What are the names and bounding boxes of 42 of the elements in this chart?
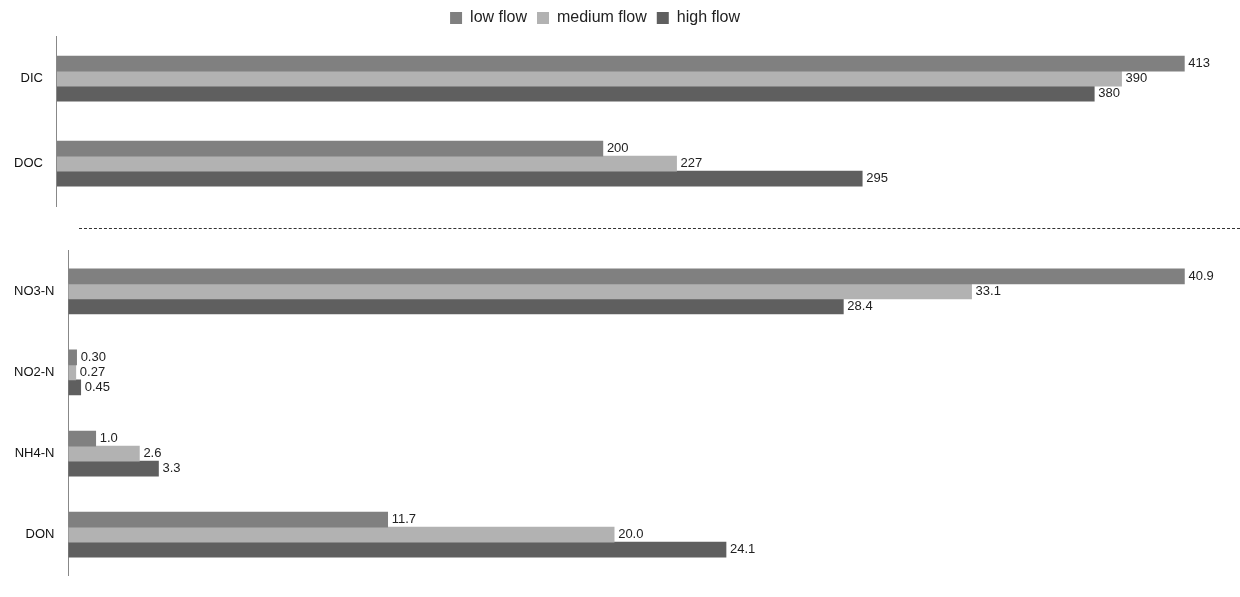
bar xyxy=(68,460,159,477)
data-label: 3.3 xyxy=(162,460,181,476)
bar xyxy=(68,268,1185,285)
y-tick-label: DOC xyxy=(14,155,43,171)
data-label: 0.30 xyxy=(80,349,106,365)
bar xyxy=(68,430,97,447)
data-label: 380 xyxy=(1098,85,1120,101)
y-tick-label: NO2-N xyxy=(13,364,55,380)
data-label: 33.1 xyxy=(975,282,1001,298)
bar xyxy=(68,379,82,396)
y-tick-label: NO3-N xyxy=(13,282,55,298)
bar xyxy=(68,283,972,300)
data-label: 390 xyxy=(1125,70,1148,86)
bar xyxy=(56,155,677,172)
data-label: 20.0 xyxy=(618,526,644,542)
legend-label: high flow xyxy=(676,8,741,26)
bar xyxy=(68,511,389,528)
data-label: 0.45 xyxy=(84,379,111,395)
legend-label: medium flow xyxy=(556,8,648,26)
bar xyxy=(68,298,844,315)
data-label: 200 xyxy=(606,140,629,156)
data-label: 295 xyxy=(866,170,888,186)
bar xyxy=(68,541,727,558)
bar xyxy=(68,349,77,366)
data-label: 24.1 xyxy=(730,541,756,557)
data-label: 0.27 xyxy=(79,364,106,380)
bar xyxy=(56,70,1122,87)
y-tick-label: DIC xyxy=(20,70,43,86)
bar xyxy=(56,170,863,187)
data-label: 2.6 xyxy=(143,445,162,461)
data-label: 413 xyxy=(1188,55,1211,71)
bar xyxy=(68,445,140,462)
data-label: 227 xyxy=(680,155,703,171)
bar xyxy=(56,85,1095,102)
y-tick-label: NH4-N xyxy=(14,445,55,461)
legend-label: low flow xyxy=(470,8,528,26)
data-label: 28.4 xyxy=(847,297,873,313)
bar xyxy=(68,526,615,543)
data-label: 11.7 xyxy=(391,511,417,527)
data-label: 1.0 xyxy=(99,430,118,446)
y-tick-label: DON xyxy=(25,526,55,542)
data-label: 40.9 xyxy=(1188,267,1214,283)
